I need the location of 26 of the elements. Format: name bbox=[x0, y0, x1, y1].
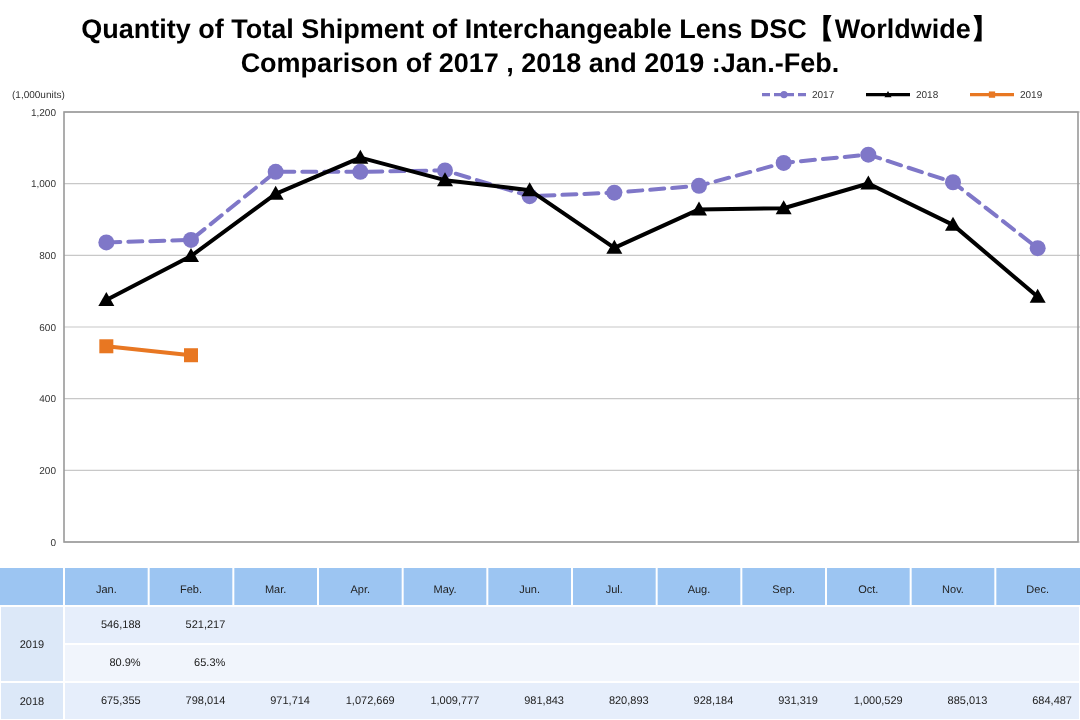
point bbox=[606, 239, 623, 254]
point bbox=[860, 175, 877, 190]
point bbox=[99, 339, 114, 354]
point bbox=[521, 182, 538, 197]
point bbox=[183, 248, 199, 263]
point bbox=[267, 185, 284, 200]
point bbox=[691, 177, 707, 194]
point bbox=[775, 200, 792, 215]
point bbox=[352, 149, 369, 164]
point bbox=[860, 146, 877, 163]
point bbox=[775, 154, 792, 171]
chart-subtitle: Comparison of 2017 , 2018 and 2019 :Jan.-Feb. bbox=[240, 48, 840, 78]
point bbox=[1029, 240, 1046, 257]
point bbox=[98, 234, 115, 251]
point bbox=[98, 292, 115, 306]
point bbox=[945, 216, 961, 231]
point bbox=[691, 201, 707, 216]
point bbox=[945, 174, 961, 191]
point bbox=[606, 184, 623, 201]
point bbox=[184, 348, 198, 363]
point bbox=[183, 231, 199, 248]
point bbox=[352, 163, 369, 180]
point bbox=[437, 172, 453, 187]
point bbox=[267, 163, 284, 180]
point bbox=[1029, 288, 1046, 303]
chart-title: Quantity of Total Shipment of Interchangeable Lens DSC【Worldwide】 bbox=[81, 14, 999, 44]
